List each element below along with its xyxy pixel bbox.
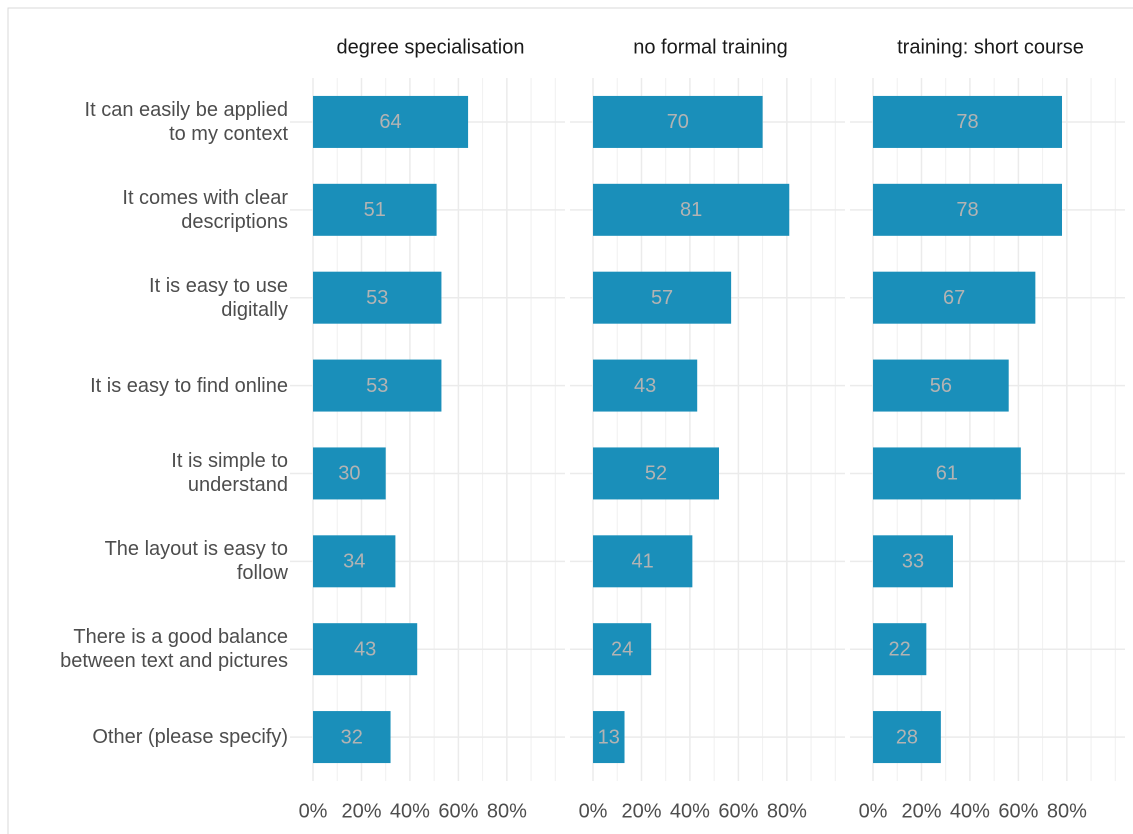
x-tick-label: 0% (859, 800, 888, 822)
category-label: Other (please specify) (92, 726, 288, 749)
bar (313, 711, 391, 764)
data-label: 43 (634, 375, 656, 397)
data-label: 34 (343, 551, 365, 573)
x-tick-label: 20% (901, 800, 941, 822)
category-label: The layout is easy to follow (104, 538, 288, 585)
data-label: 53 (366, 375, 388, 397)
data-label: 30 (338, 463, 360, 485)
x-tick-label: 80% (487, 800, 527, 822)
data-label: 53 (366, 287, 388, 309)
data-label: 57 (651, 287, 673, 309)
data-label: 41 (632, 551, 654, 573)
bar (313, 447, 386, 500)
bar (593, 623, 652, 676)
x-tick-label: 60% (718, 800, 758, 822)
x-tick-label: 40% (390, 800, 430, 822)
x-tick-label: 80% (767, 800, 807, 822)
bar (873, 271, 1036, 324)
data-label: 22 (889, 638, 911, 660)
x-tick-label: 40% (670, 800, 710, 822)
bar (313, 271, 442, 324)
x-tick-label: 60% (438, 800, 478, 822)
data-label: 78 (956, 199, 978, 221)
bar (873, 711, 941, 764)
bar (593, 183, 790, 236)
bar (873, 447, 1021, 500)
bar (593, 271, 732, 324)
data-label: 13 (598, 726, 620, 748)
data-label: 33 (902, 551, 924, 573)
facet-title: degree specialisation (337, 36, 525, 58)
x-tick-label: 80% (1047, 800, 1087, 822)
x-tick-label: 20% (621, 800, 661, 822)
data-label: 52 (645, 463, 667, 485)
facet-title: training: short course (897, 36, 1084, 58)
data-label: 51 (364, 199, 386, 221)
bar (313, 359, 442, 412)
category-label: It is easy to use digitally (149, 274, 288, 321)
bar (873, 359, 1009, 412)
bar (593, 447, 720, 500)
category-label: It can easily be applied to my context (84, 98, 288, 145)
bar (313, 95, 469, 148)
data-label: 24 (611, 638, 633, 660)
bar (313, 623, 418, 676)
data-label: 28 (896, 726, 918, 748)
bar (593, 95, 763, 148)
x-tick-label: 60% (998, 800, 1038, 822)
bar (593, 535, 693, 588)
data-label: 43 (354, 638, 376, 660)
bar (593, 711, 625, 764)
bar (873, 623, 927, 676)
bar (873, 535, 953, 588)
category-label: It is easy to find online (90, 374, 288, 397)
bar (313, 183, 437, 236)
x-tick-label: 0% (299, 800, 328, 822)
data-label: 64 (379, 111, 401, 133)
data-label: 56 (930, 375, 952, 397)
bar (873, 183, 1063, 236)
data-label: 67 (943, 287, 965, 309)
category-label: It comes with clear descriptions (122, 186, 288, 233)
bar (313, 535, 396, 588)
frame (7, 7, 1133, 834)
data-label: 81 (680, 199, 702, 221)
x-tick-label: 20% (341, 800, 381, 822)
data-label: 32 (341, 726, 363, 748)
category-label: It is simple to understand (171, 450, 288, 497)
x-tick-label: 0% (579, 800, 608, 822)
data-label: 78 (956, 111, 978, 133)
bar (873, 95, 1063, 148)
data-label: 61 (936, 463, 958, 485)
category-label: There is a good balance between text and… (60, 626, 288, 673)
bar (593, 359, 698, 412)
facet-title: no formal training (633, 36, 788, 58)
x-tick-label: 40% (950, 800, 990, 822)
data-label: 70 (667, 111, 689, 133)
